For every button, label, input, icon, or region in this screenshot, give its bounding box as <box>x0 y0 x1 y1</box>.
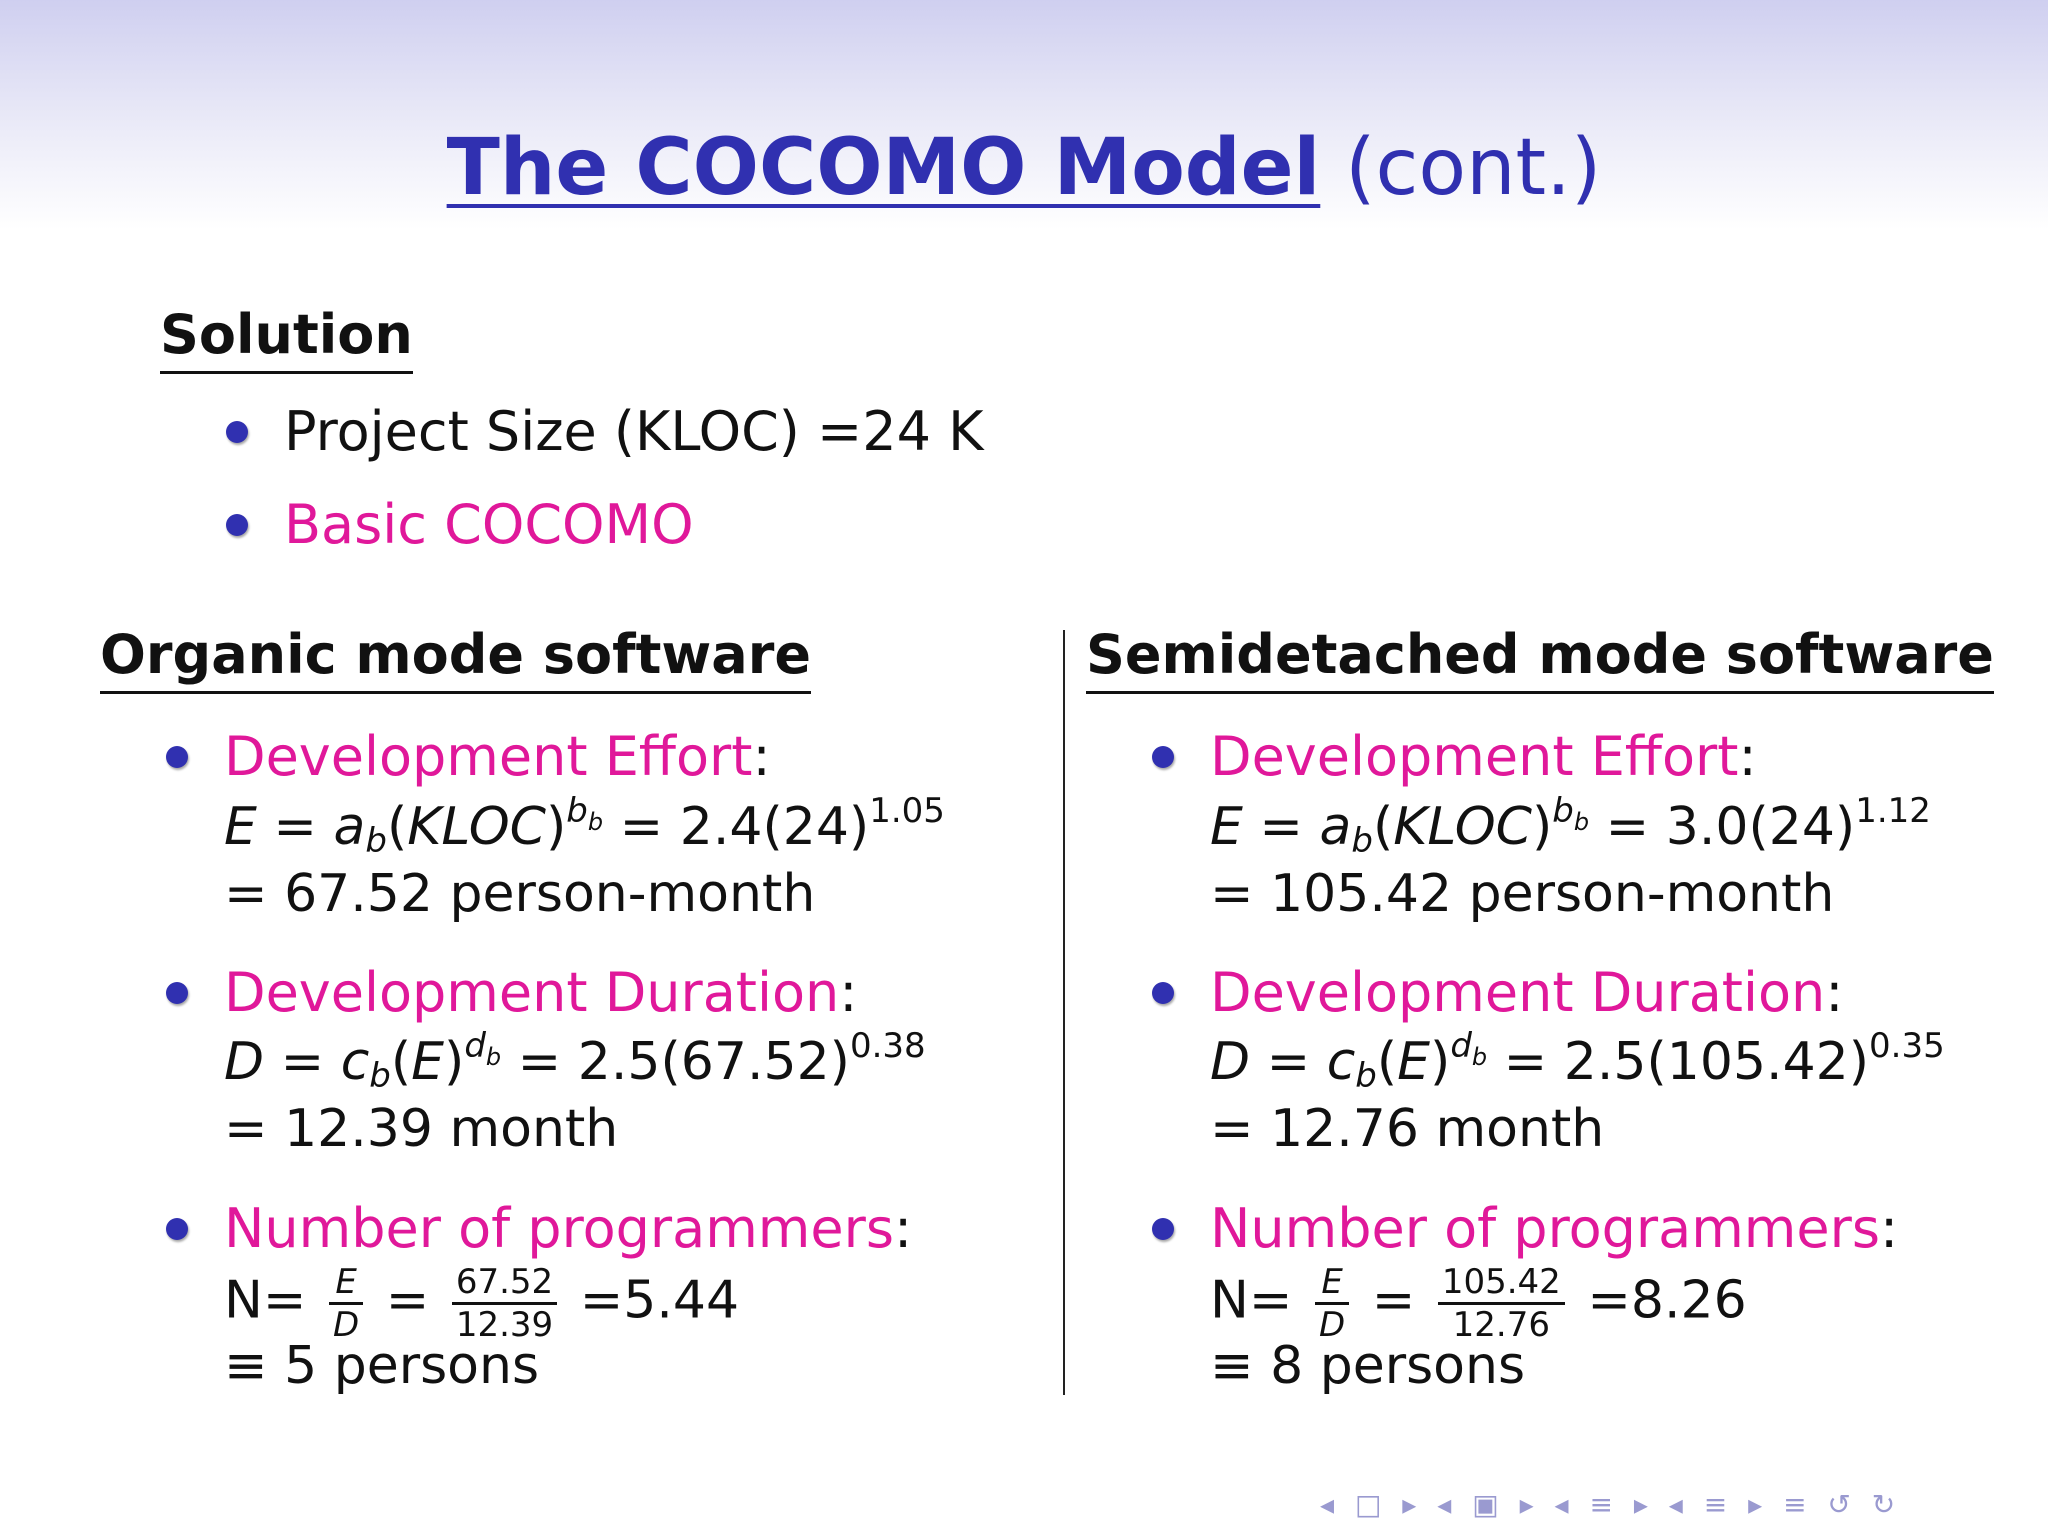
organic-duration-formula: D = cb(E)db = 2.5(67.52)0.38 <box>224 1026 926 1096</box>
bullet-dot <box>226 514 248 536</box>
slide-title-cont: (cont.) <box>1345 123 1602 213</box>
semidetached-programmers-label-row: Number of programmers: <box>1210 1197 1899 1260</box>
organic-programmers-den: 12.39 <box>455 1305 554 1345</box>
semidetached-effort-exp: 1.12 <box>1855 791 1931 831</box>
semidetached-effort-label: Development Effort <box>1210 725 1739 788</box>
semidetached-programmers-num: 105.42 <box>1437 1262 1565 1305</box>
solution-item-basic: Basic COCOMO <box>284 493 694 556</box>
organic-duration-label-row: Development Duration: <box>224 961 858 1024</box>
organic-effort-label-row: Development Effort: <box>224 725 771 788</box>
bullet-dot <box>166 1218 188 1240</box>
semidetached-duration-coef: 2.5(105.42) <box>1563 1032 1870 1092</box>
semidetached-duration-exp: 0.35 <box>1869 1026 1945 1066</box>
organic-programmers-num: 67.52 <box>451 1262 558 1305</box>
organic-programmers-value: =5.44 <box>579 1270 740 1331</box>
organic-effort-formula: E = ab(KLOC)bb = 2.4(24)1.05 <box>224 791 945 861</box>
bullet-dot <box>1152 982 1174 1004</box>
semidetached-duration-label-row: Development Duration: <box>1210 961 1844 1024</box>
organic-effort-result: = 67.52 person-month <box>224 864 816 924</box>
slide-title-main: The COCOMO Model <box>446 123 1321 213</box>
beamer-navigation-icons[interactable]: ◂ □ ▸ ◂ ▣ ▸ ◂ ≡ ▸ ◂ ≡ ▸ ≡ ↺ ↻ <box>1320 1488 1902 1521</box>
organic-duration-label: Development Duration <box>224 961 840 1024</box>
semidetached-duration-label: Development Duration <box>1210 961 1826 1024</box>
semidetached-programmers-den: 12.76 <box>1452 1305 1550 1345</box>
organic-programmers-label: Number of programmers <box>224 1197 894 1260</box>
bullet-dot <box>166 746 188 768</box>
semidetached-programmers-value: =8.26 <box>1587 1270 1747 1331</box>
semidetached-programmers-result: ≡ 8 persons <box>1210 1336 1526 1396</box>
solution-item-size: Project Size (KLOC) =24 K <box>284 400 984 463</box>
slide-title: The COCOMO Model (cont.) <box>0 118 2048 218</box>
column-divider <box>1063 630 1065 1395</box>
bullet-dot <box>226 421 248 443</box>
bullet-dot <box>1152 1218 1174 1240</box>
bullet-dot <box>1152 746 1174 768</box>
organic-programmers-result: ≡ 5 persons <box>224 1336 540 1396</box>
semidetached-effort-formula: E = ab(KLOC)bb = 3.0(24)1.12 <box>1210 791 1931 861</box>
organic-effort-coef: 2.4(24) <box>679 797 870 857</box>
header-gradient <box>0 0 2048 230</box>
semidetached-heading: Semidetached mode software <box>1086 620 1994 694</box>
organic-heading: Organic mode software <box>100 620 811 694</box>
semidetached-programmers-label: Number of programmers <box>1210 1197 1880 1260</box>
organic-duration-exp: 0.38 <box>849 1026 926 1066</box>
organic-effort-label: Development Effort <box>224 725 753 788</box>
organic-programmers-label-row: Number of programmers: <box>224 1197 913 1260</box>
semidetached-effort-result: = 105.42 person-month <box>1210 864 1835 924</box>
semidetached-effort-coef: 3.0(24) <box>1665 797 1856 857</box>
semidetached-duration-result: = 12.76 month <box>1210 1099 1605 1159</box>
organic-duration-result: = 12.39 month <box>224 1099 619 1159</box>
organic-duration-coef: 2.5(67.52) <box>577 1032 850 1092</box>
organic-effort-exp: 1.05 <box>869 791 945 831</box>
semidetached-duration-formula: D = cb(E)db = 2.5(105.42)0.35 <box>1210 1026 1945 1096</box>
solution-heading: Solution <box>160 300 413 374</box>
bullet-dot <box>166 982 188 1004</box>
semidetached-effort-label-row: Development Effort: <box>1210 725 1757 788</box>
